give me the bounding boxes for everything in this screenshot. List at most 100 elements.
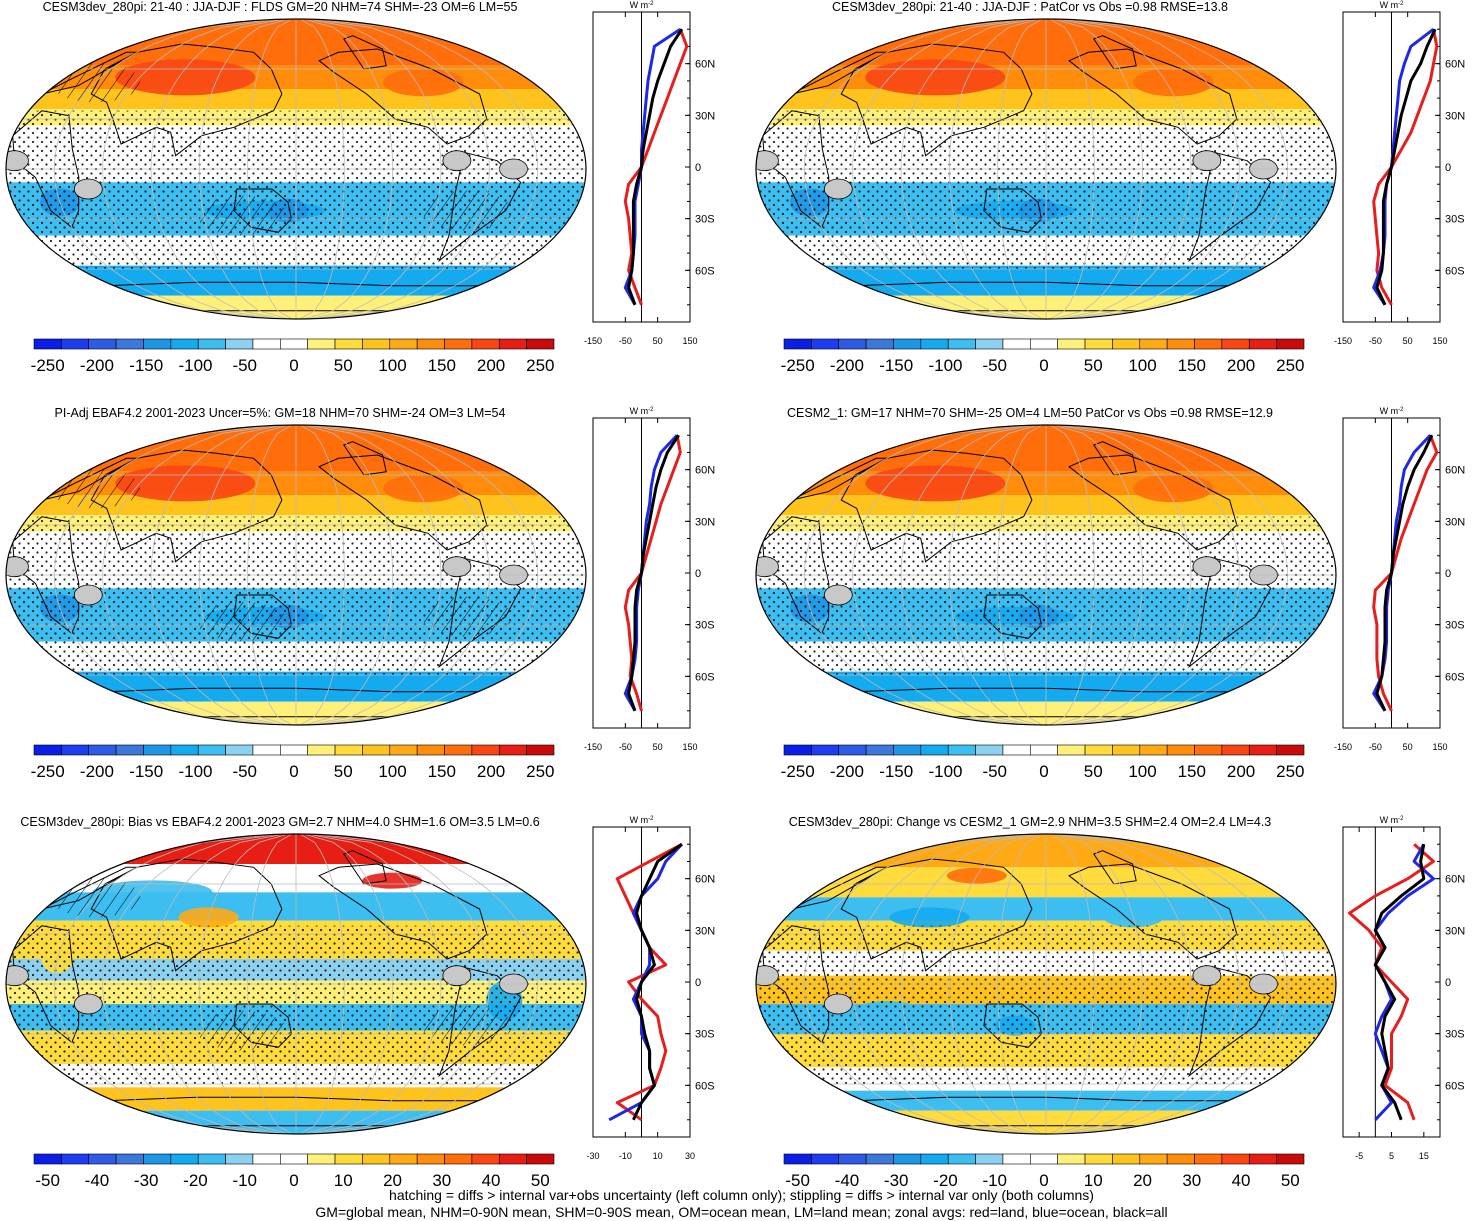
colorbar-swatch [1221,744,1250,756]
colorbar-label: -50 [35,1171,60,1190]
masked-land [823,178,853,200]
graticule-lon [307,834,442,1134]
graticule-lon [53,834,277,1134]
colorbar-swatch [1166,1153,1195,1165]
colorbar-label: -50 [785,1171,810,1190]
zonal-series-all [1373,843,1426,1121]
coastline-europe [791,866,889,910]
colorbar-label: 10 [1084,1171,1103,1190]
lat-tick-label: 30N [695,110,715,122]
colorbar-label: 200 [477,762,505,781]
masked-land [823,584,853,606]
field-anomaly [383,68,464,97]
masked-land [73,584,103,606]
colorbar-swatch [838,1153,867,1165]
colorbar-label: 200 [1227,356,1255,375]
colorbar-label: 0 [1039,1171,1048,1190]
map-border [5,424,587,726]
colorbar-swatch [307,338,336,350]
graticule-lon [997,834,1043,1134]
masked-land [73,993,103,1015]
robinson-map [755,18,1337,320]
lat-tick-label: 30S [1445,1029,1465,1041]
colorbar-swatch [1084,338,1113,350]
colorbar-swatch [444,744,473,756]
graticule-lon [997,19,1043,319]
colorbar-label: 250 [1276,356,1304,375]
colorbar-swatch [1248,1153,1277,1165]
lat-tick-label: 30N [695,516,715,528]
field-band [6,265,586,296]
x-tick-label: -50 [1369,336,1382,346]
panel-bias: CESM3dev_280pi: Bias vs EBAF4.2 2001-202… [0,815,720,1215]
lat-tick-label: 60N [695,465,715,477]
colorbar-swatch [143,1153,172,1165]
colorbar-swatch [1030,1153,1058,1165]
coastline-asia [90,43,283,157]
panel-patcor-cesm3: CESM3dev_280pi: 21-40 : JJA-DJF : PatCor… [750,0,1470,400]
colorbar-label: 40 [1232,1171,1251,1190]
field-band [756,1090,1336,1111]
graticule-lon [303,19,394,319]
colorbar-swatch [975,338,1004,350]
graticule-lon [315,834,539,1134]
coastline-greenland [1093,35,1137,70]
graticule-lon [900,19,1035,319]
graticule-lon [1065,834,1289,1134]
colorbar-swatch [61,744,90,756]
zonal-average-plot: W m-2 60N 30N 0 30S 60S -150 -50 50 150 [584,0,715,346]
masked-land [442,965,472,987]
colorbar-swatch [61,338,90,350]
colorbar-swatch [389,744,418,756]
colorbar-swatch [526,1153,555,1165]
lat-tick-label: 60N [1445,874,1465,886]
colorbar-swatch [920,744,949,756]
colorbar-label: 0 [1039,762,1048,781]
graticule-lon [102,834,281,1134]
colorbar-swatch [225,338,254,350]
colorbar-label: 50 [334,356,353,375]
graticule-lon [1057,425,1192,725]
colorbar-swatch [416,1153,445,1165]
x-tick-label: 30 [685,1151,695,1161]
masked-land [73,178,103,200]
graticule-lon [1049,834,1095,1134]
colorbar-label: -250 [31,356,65,375]
graticule-lon [852,834,1031,1134]
zonal-unit-label: W m-2 [630,0,654,10]
colorbar-swatch [1030,338,1058,350]
zonal-unit-label: W m-2 [630,406,654,416]
colorbar-swatch [920,338,949,350]
colorbar-swatch [252,744,281,756]
colorbar-swatch [389,1153,418,1165]
colorbar-swatch [143,744,172,756]
panel-title: CESM3dev_280pi: Change vs CESM2_1 GM=2.9… [788,815,1272,829]
panel-flds-cesm3: CESM3dev_280pi: 21-40 : JJA-DJF : FLDS G… [0,0,720,400]
zonal-unit-label: W m-2 [630,815,654,825]
colorbar-swatch [1057,1153,1086,1165]
colorbar-label: 200 [477,356,505,375]
coastline-asia [90,858,283,972]
field-anomaly [889,907,970,928]
map-border [755,18,1337,320]
colorbar-label: -150 [879,762,913,781]
graticule-lon [1061,19,1240,319]
colorbar-swatch [1194,338,1223,350]
colorbar: -250 -200 -150 -100 -50 0 50 100 150 200 250 [31,338,555,375]
graticule-lon [299,19,345,319]
colorbar-label: 20 [383,1171,402,1190]
colorbar-label: 150 [1178,356,1206,375]
colorbar-label: -150 [879,356,913,375]
zonal-average-plot: W m-2 60N 30N 0 30S 60S -150 -50 50 150 [1334,406,1465,752]
masked-land [1192,556,1222,578]
field-anomaly [115,465,256,502]
map-field [756,834,1336,1134]
colorbar-label: -100 [178,356,212,375]
panel-title: CESM3dev_280pi: 21-40 : JJA-DJF : FLDS G… [42,0,518,14]
colorbar-label: 30 [432,1171,451,1190]
graticule-lon [150,19,285,319]
graticule-lon [102,425,281,725]
panel-change: CESM3dev_280pi: Change vs CESM2_1 GM=2.9… [750,815,1470,1215]
coastline-australia [983,1003,1042,1048]
colorbar-swatch [33,744,62,756]
